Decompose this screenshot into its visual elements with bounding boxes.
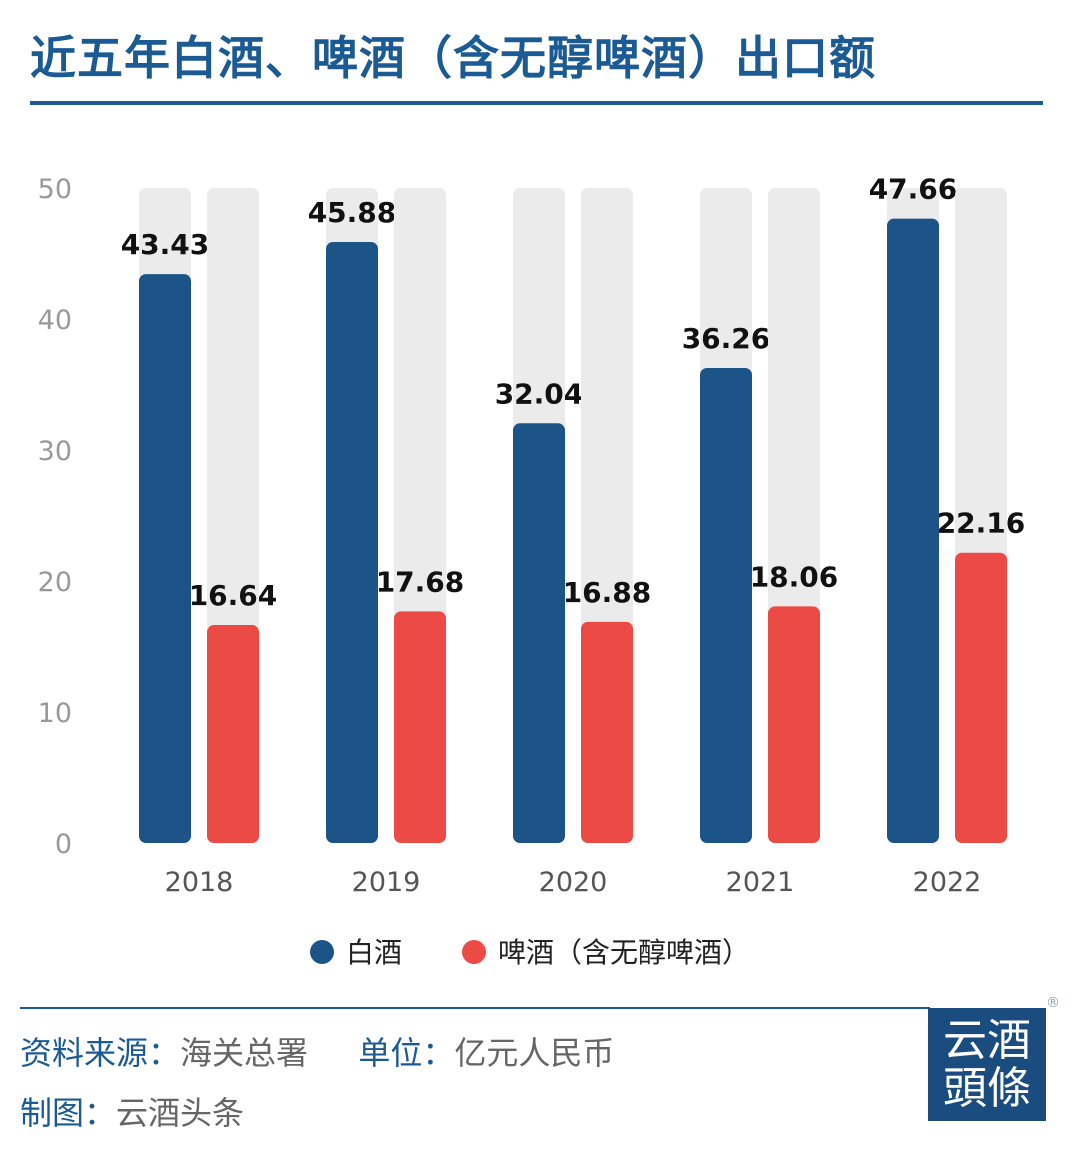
y-tick-label: 20 [38,567,72,598]
source-label: 资料来源： [20,1034,181,1072]
bar-baijiu [513,423,565,843]
unit-label: 单位： [358,1034,455,1072]
logo-line2: 頭條 [943,1062,1031,1114]
legend-marker [462,940,486,964]
footer-divider [20,1007,930,1009]
bar-beer [207,625,259,843]
data-label: 16.88 [563,576,652,609]
bar-chart: 0 10 20 30 40 50 43.43 16.64 2018 45.88 17.68 2019 3… [38,173,1026,969]
chart-title: 近五年白酒、啤酒（含无醇啤酒）出口额 [30,31,876,85]
x-tick-label: 2022 [913,867,982,898]
y-tick-label: 50 [38,174,72,205]
y-tick-label: 10 [38,698,72,729]
data-label: 43.43 [121,228,210,261]
legend-label: 啤酒（含无醇啤酒） [498,936,750,969]
data-label: 18.06 [750,560,839,593]
source-value: 海关总署 [180,1034,309,1072]
bar-baijiu [326,241,378,844]
data-label: 47.66 [869,173,958,206]
legend-marker [310,940,334,964]
x-tick-label: 2021 [726,867,795,898]
data-label: 16.64 [189,579,278,612]
bar-beer [955,552,1007,843]
x-tick-label: 2020 [539,867,608,898]
maker-value: 云酒头条 [116,1094,245,1132]
bar-beer [394,611,446,843]
bar-baijiu [139,274,191,843]
logo-line1: 云酒 [943,1014,1031,1066]
data-label: 17.68 [376,565,465,598]
legend-label: 白酒 [346,936,402,969]
x-tick-label: 2019 [352,867,421,898]
brand-logo: 云酒 頭條 [928,1008,1046,1121]
source-line: 资料来源：海关总署 单位：亿元人民币 [20,1028,614,1074]
y-tick-label: 30 [38,436,72,467]
bar-beer [581,621,633,843]
unit-value: 亿元人民币 [454,1034,615,1072]
x-tick-label: 2018 [165,867,234,898]
maker-line: 制图：云酒头条 [20,1088,244,1134]
data-label: 32.04 [495,377,584,410]
data-label: 45.88 [308,196,397,229]
bar-baijiu [700,367,752,843]
registered-mark: ® [1046,995,1060,1011]
maker-label: 制图： [20,1094,117,1132]
bar-beer [768,606,820,843]
title-divider [30,101,1043,105]
y-tick-label: 0 [55,829,72,860]
y-tick-label: 40 [38,305,72,336]
data-label: 36.26 [682,322,771,355]
bar-baijiu [887,218,939,844]
data-label: 22.16 [937,507,1026,540]
